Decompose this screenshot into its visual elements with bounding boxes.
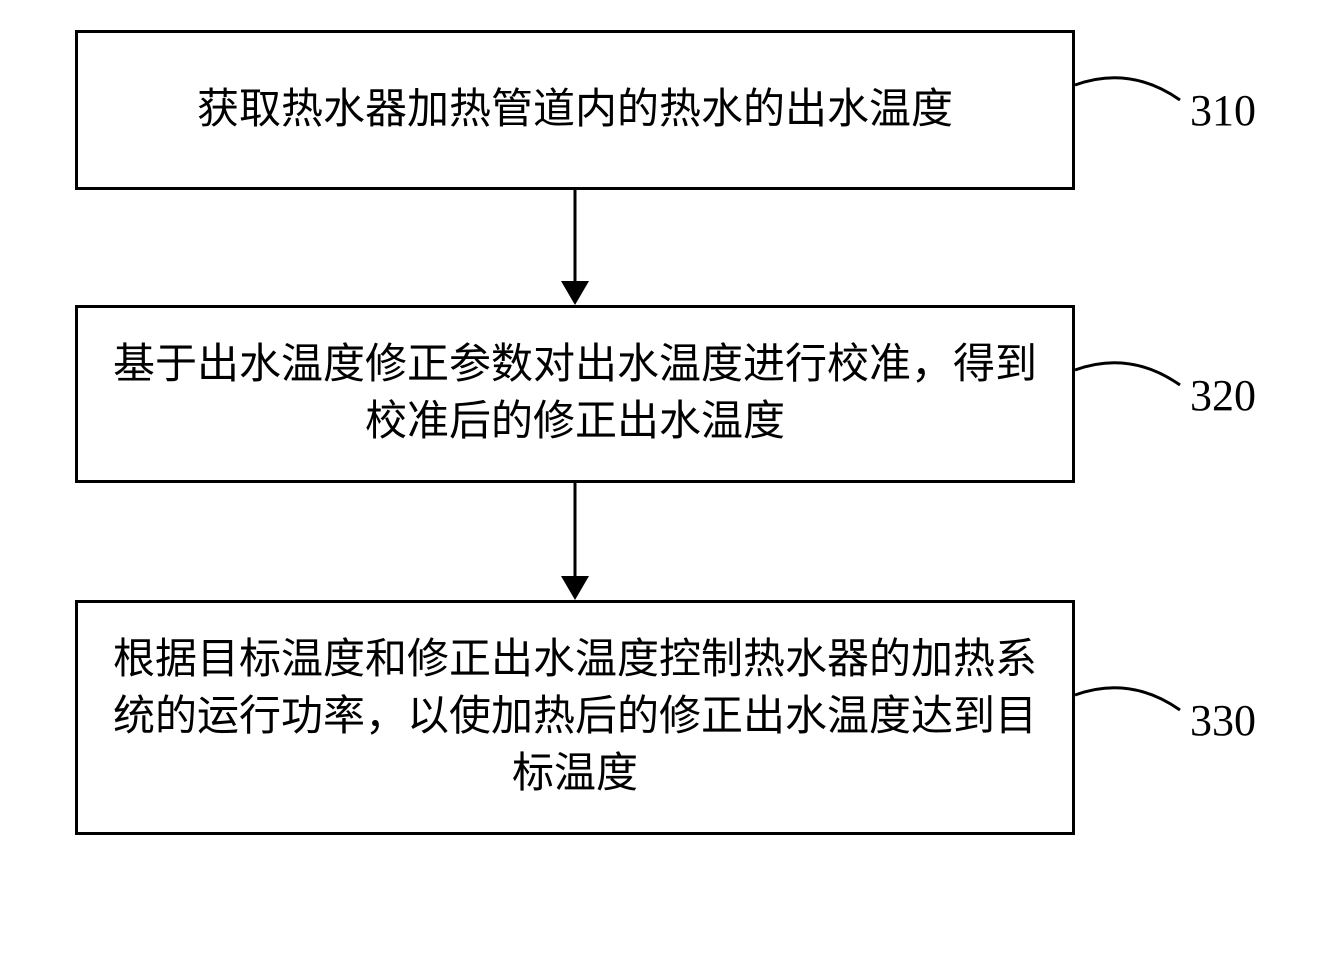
- leader-lines: [1075, 78, 1180, 710]
- arrow-lines: [561, 190, 589, 600]
- connectors-overlay: [0, 0, 1321, 962]
